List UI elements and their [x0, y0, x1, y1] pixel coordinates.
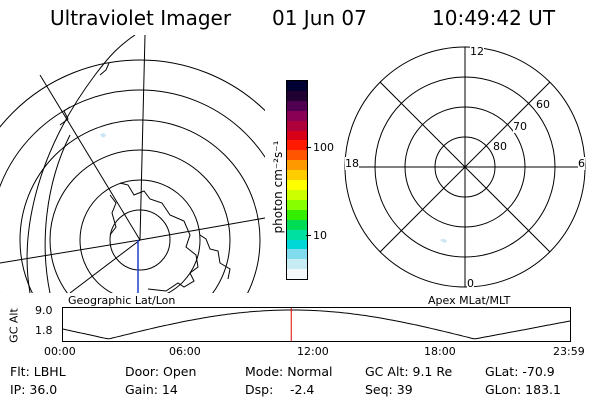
colorbar-swatch	[287, 269, 307, 280]
colorbar-tick	[306, 235, 311, 236]
geographic-caption: Geographic Lat/Lon	[68, 294, 176, 307]
x-tick-label: 18:00	[424, 345, 456, 358]
dsp-value: -2.4	[290, 382, 315, 397]
colorbar-swatch	[287, 130, 307, 141]
colorbar-swatch	[287, 229, 307, 240]
colorbar-tick-label: 10	[313, 229, 327, 242]
colorbar-tick	[306, 147, 311, 148]
colorbar-swatch	[287, 189, 307, 200]
glat-status: GLat: -70.9	[485, 364, 555, 379]
altitude-plot-frame	[62, 307, 571, 342]
colorbar-swatch	[287, 160, 307, 171]
gain-status: Gain: 14	[125, 382, 178, 397]
mlat-label-80: 80	[493, 140, 507, 153]
colorbar-swatch	[287, 180, 307, 190]
magnetic-polar-plot	[344, 46, 586, 288]
geographic-map	[0, 35, 265, 293]
antarctica-coast	[109, 182, 199, 292]
colorbar-swatch	[287, 81, 307, 91]
mlt-label-6: 6	[578, 157, 585, 170]
colorbar-swatch	[287, 100, 307, 111]
altitude-ytick-label: 9.0	[35, 304, 53, 317]
colorbar-unit-label: photon cm⁻²s⁻¹	[271, 140, 285, 234]
mode-status: Mode: Normal	[245, 364, 333, 379]
colorbar-swatch	[287, 199, 307, 210]
colorbar-tick-label: 100	[313, 141, 334, 154]
filter-status: Flt: LBHL	[10, 364, 66, 379]
time-label: 10:49:42 UT	[432, 6, 556, 30]
x-tick-label: 12:00	[297, 345, 329, 358]
mlt-label-0: 0	[467, 277, 474, 290]
glon-status: GLon: 183.1	[485, 382, 561, 397]
colorbar-swatch	[287, 150, 307, 161]
instrument-title: Ultraviolet Imager	[50, 6, 232, 30]
magnetic-caption: Apex MLat/MLT	[428, 294, 511, 307]
gc-alt-status: GC Alt: 9.1 Re	[365, 364, 453, 379]
colorbar-swatch	[287, 110, 307, 121]
colorbar-swatch	[287, 259, 307, 270]
altitude-plot	[62, 307, 571, 342]
colorbar	[286, 80, 308, 280]
colorbar-swatch	[287, 90, 307, 101]
door-status: Door: Open	[125, 364, 197, 379]
seq-status: Seq: 39	[365, 382, 413, 397]
mlt-label-12: 12	[470, 45, 484, 58]
colorbar-swatch	[287, 219, 307, 230]
colorbar-swatch	[287, 170, 307, 181]
colorbar-swatch	[287, 239, 307, 250]
dsp-label: Dsp:	[245, 382, 274, 397]
altitude-curve	[62, 309, 571, 340]
x-tick-label: 23:59	[553, 345, 585, 358]
mlt-label-18: 18	[345, 157, 359, 170]
colorbar-swatch	[287, 209, 307, 220]
x-tick-label: 00:00	[44, 345, 76, 358]
ip-status: IP: 36.0	[10, 382, 58, 397]
colorbar-swatch	[287, 249, 307, 260]
date-label: 01 Jun 07	[272, 6, 367, 30]
colorbar-swatch	[287, 140, 307, 151]
colorbar-swatch	[287, 120, 307, 131]
mlat-label-70: 70	[513, 120, 527, 133]
altitude-ylabel: GC Alt	[7, 308, 21, 343]
altitude-ytick-label: 1.8	[35, 324, 53, 337]
x-tick-label: 06:00	[169, 345, 201, 358]
mlat-label-60: 60	[536, 98, 550, 111]
